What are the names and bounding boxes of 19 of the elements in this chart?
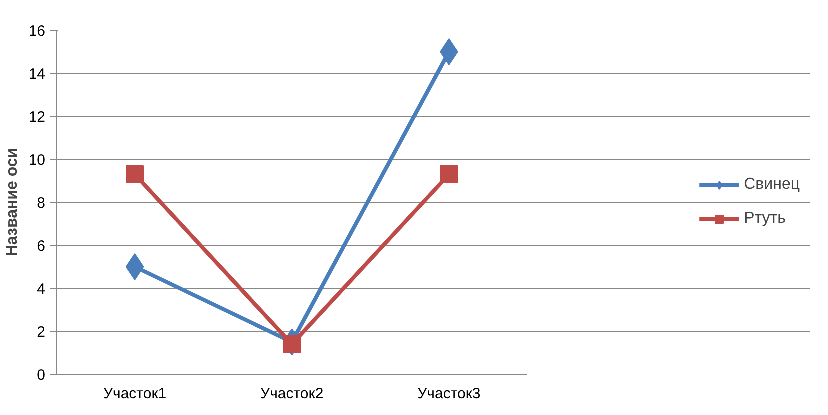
legend-label: Ртуть [744, 210, 786, 228]
y-tick-label: 8 [37, 195, 46, 212]
point [126, 166, 144, 184]
y-tick-label: 12 [28, 109, 46, 126]
y-tick-label: 4 [37, 281, 46, 298]
x-tick-label: Участок3 [418, 386, 481, 402]
y-axis-title: Название оси [4, 148, 21, 257]
y-tick-label: 10 [28, 152, 46, 169]
y-tick-label: 14 [28, 66, 46, 83]
x-tick-label: Участок2 [260, 386, 324, 402]
point [283, 335, 302, 354]
point [440, 166, 458, 184]
y-tick-label: 16 [28, 23, 46, 40]
y-tick-label: 2 [37, 324, 46, 341]
y-tick-label: 0 [37, 367, 46, 384]
x-tick-label: Участок1 [103, 386, 167, 402]
y-tick-label: 6 [37, 238, 46, 255]
point [126, 254, 144, 280]
legend-label: Свинец [744, 176, 800, 194]
